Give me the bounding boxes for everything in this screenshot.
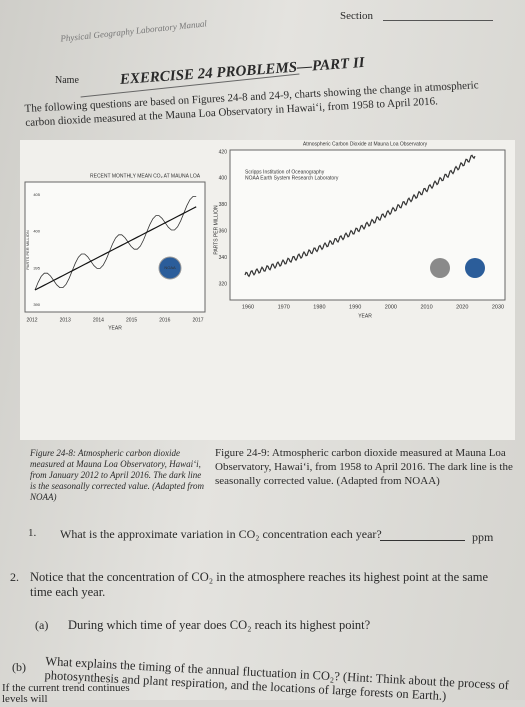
- fig8-y-tick: 395: [33, 265, 40, 270]
- fig8-y-tick: 390: [33, 302, 40, 307]
- q1-text: What is the approximate variation in CO₂…: [60, 527, 382, 541]
- footer-text: If the current trend continues levels wi…: [2, 682, 130, 705]
- fig8-x-tick: 2012: [26, 317, 37, 323]
- fig9-x-tick: 2020: [456, 304, 468, 310]
- fig8-caption: Figure 24-8: Atmospheric carbon dioxide …: [30, 448, 205, 502]
- fig9-caption: Figure 24-9: Atmospheric carbon dioxide …: [215, 447, 513, 487]
- fig8-y-tick: 405: [33, 192, 40, 197]
- fig9-x-tick: 2030: [492, 304, 504, 310]
- fig8-trend: [34, 206, 197, 291]
- q1-number: 1.: [28, 527, 37, 539]
- noaa-logo-2: [465, 258, 485, 278]
- fig9-y-tick: 420: [219, 149, 228, 155]
- section-line: [383, 20, 493, 21]
- noaa-text: NOAA: [164, 265, 176, 270]
- fig8-curve: [34, 196, 197, 291]
- q2-text: Notice that the concentration of CO₂ in …: [30, 570, 489, 599]
- fig9-y-label: PARTS PER MILLION: [213, 205, 219, 255]
- fig9-credit-1: Scripps Institution of Oceanography: [245, 169, 325, 175]
- fig9-curve: [244, 154, 476, 278]
- fig9-x-tick: 2010: [420, 304, 432, 310]
- fig8-title: RECENT MONTHLY MEAN CO₂ AT MAUNA LOA: [90, 173, 201, 179]
- fig8-x-label: YEAR: [108, 325, 122, 331]
- fig9-y-tick: 380: [219, 202, 228, 208]
- fig8-x-tick: 2017: [192, 317, 203, 323]
- fig9-y-tick: 360: [219, 229, 228, 235]
- q1-line: [380, 540, 465, 541]
- q1-unit: ppm: [472, 530, 494, 544]
- fig8-x-tick: 2013: [60, 317, 71, 323]
- fig9-x-tick: 1990: [349, 304, 361, 310]
- fig9-title: Atmospheric Carbon Dioxide at Mauna Loa …: [303, 141, 428, 147]
- scripps-logo: [430, 258, 450, 278]
- fig8-y-tick: 400: [33, 229, 40, 234]
- fig8-x-tick: 2014: [93, 317, 104, 323]
- fig8-x-tick: 2015: [126, 317, 137, 323]
- fig9-x-tick: 1980: [313, 304, 325, 310]
- name-label: Name: [55, 75, 79, 86]
- fig9-x-label: YEAR: [358, 313, 372, 319]
- fig9-x-tick: 1960: [242, 304, 254, 310]
- fig9-frame: [229, 149, 506, 301]
- fig9-y-tick: 320: [219, 281, 228, 287]
- fig9-x-tick: 2000: [385, 304, 397, 310]
- fig8-x-tick: 2016: [159, 317, 170, 323]
- fig9-y-tick: 340: [219, 255, 228, 261]
- fig8-frame: [24, 181, 206, 313]
- section-label: Section: [340, 10, 373, 22]
- figures: RECENT MONTHLY MEAN CO₂ AT MAUNA LOA PAR…: [24, 141, 506, 331]
- fig9-x-tick: 1970: [278, 304, 290, 310]
- fig9-credit-2: NOAA Earth System Research Laboratory: [245, 175, 339, 181]
- fig8-y-label: PARTS PER MILLION: [25, 230, 30, 270]
- q2a-text: During which time of year does CO₂ reach…: [68, 618, 371, 632]
- q2-number: 2.: [10, 570, 19, 584]
- fig9-y-tick: 400: [219, 176, 228, 182]
- q2a-number: (a): [35, 618, 49, 632]
- noaa-logo: [158, 256, 182, 280]
- q2b-number: (b): [12, 660, 26, 674]
